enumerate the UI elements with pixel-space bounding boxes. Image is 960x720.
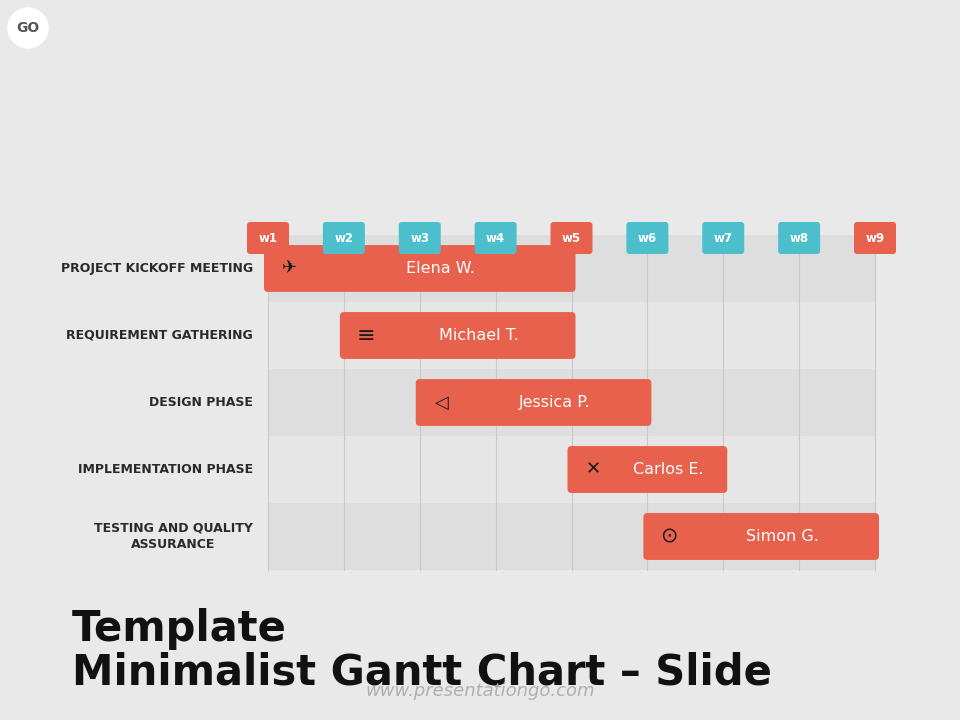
Text: w3: w3 — [410, 232, 429, 245]
Text: ◁: ◁ — [435, 394, 448, 412]
FancyBboxPatch shape — [703, 222, 744, 254]
Text: w1: w1 — [258, 232, 277, 245]
Text: Template: Template — [72, 608, 287, 650]
Text: www.presentationgo.com: www.presentationgo.com — [365, 682, 595, 700]
FancyBboxPatch shape — [854, 222, 896, 254]
FancyBboxPatch shape — [323, 222, 365, 254]
FancyBboxPatch shape — [264, 245, 575, 292]
Text: w9: w9 — [865, 232, 884, 245]
Text: IMPLEMENTATION PHASE: IMPLEMENTATION PHASE — [78, 463, 253, 476]
FancyBboxPatch shape — [643, 513, 879, 560]
Text: ≡: ≡ — [356, 325, 375, 346]
Bar — [268, 302, 875, 369]
Text: Carlos E.: Carlos E. — [633, 462, 704, 477]
FancyBboxPatch shape — [626, 222, 668, 254]
Bar — [268, 369, 875, 436]
FancyBboxPatch shape — [550, 222, 592, 254]
Text: REQUIREMENT GATHERING: REQUIREMENT GATHERING — [66, 329, 253, 342]
Text: w5: w5 — [562, 232, 581, 245]
FancyBboxPatch shape — [474, 222, 516, 254]
Text: w7: w7 — [713, 232, 732, 245]
Bar — [268, 436, 875, 503]
Bar — [268, 235, 875, 302]
Text: w8: w8 — [789, 232, 808, 245]
Text: Elena W.: Elena W. — [406, 261, 475, 276]
Text: PROJECT KICKOFF MEETING: PROJECT KICKOFF MEETING — [60, 262, 253, 275]
Text: DESIGN PHASE: DESIGN PHASE — [149, 396, 253, 409]
FancyBboxPatch shape — [567, 446, 728, 493]
FancyBboxPatch shape — [779, 222, 820, 254]
Text: ⊙: ⊙ — [660, 526, 678, 546]
Text: w4: w4 — [486, 232, 505, 245]
Text: w2: w2 — [334, 232, 353, 245]
Text: GO: GO — [16, 21, 39, 35]
Text: Simon G.: Simon G. — [746, 529, 819, 544]
Text: ✈: ✈ — [282, 259, 298, 277]
Circle shape — [8, 8, 48, 48]
Bar — [268, 503, 875, 570]
Text: Minimalist Gantt Chart – Slide: Minimalist Gantt Chart – Slide — [72, 652, 772, 693]
Text: Michael T.: Michael T. — [439, 328, 518, 343]
FancyBboxPatch shape — [340, 312, 575, 359]
Text: ✕: ✕ — [586, 461, 601, 479]
Text: TESTING AND QUALITY
ASSURANCE: TESTING AND QUALITY ASSURANCE — [94, 521, 253, 552]
FancyBboxPatch shape — [416, 379, 652, 426]
FancyBboxPatch shape — [398, 222, 441, 254]
Text: w6: w6 — [637, 232, 657, 245]
FancyBboxPatch shape — [247, 222, 289, 254]
Text: Jessica P.: Jessica P. — [518, 395, 590, 410]
